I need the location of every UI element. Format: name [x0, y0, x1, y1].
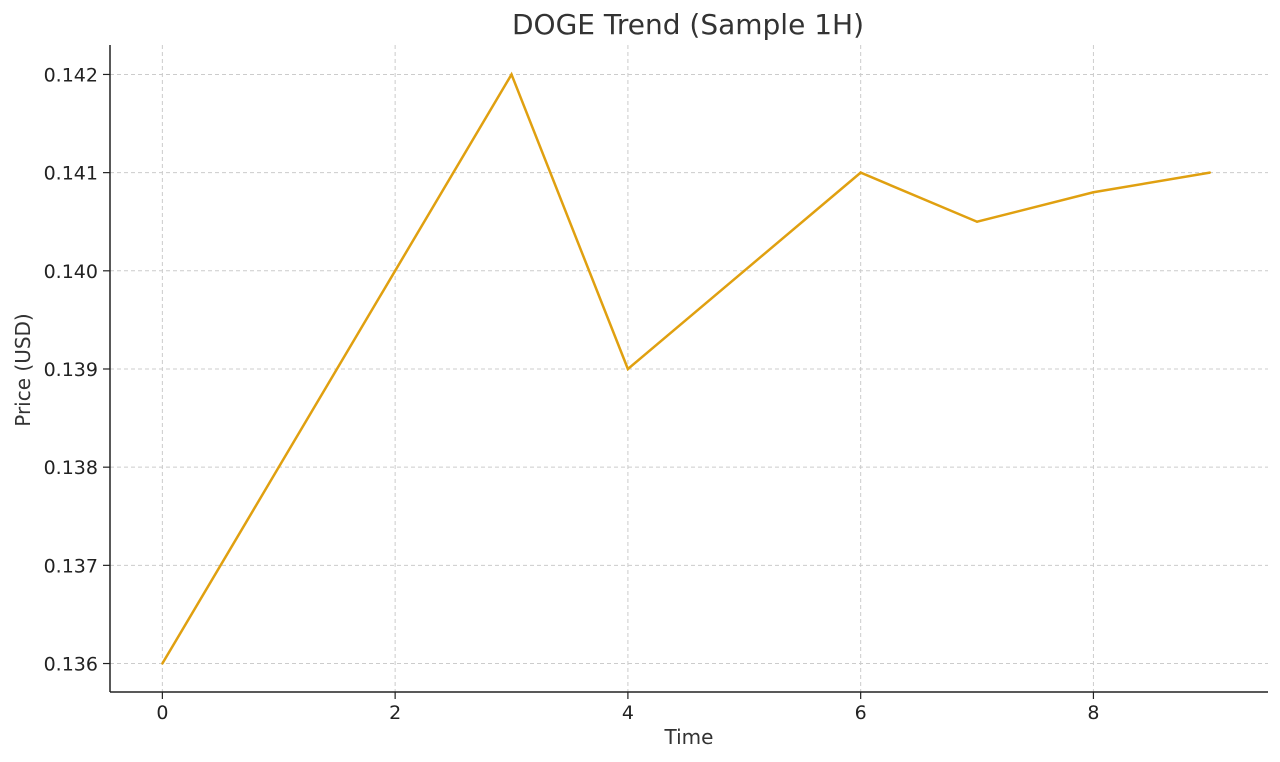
- grid-lines: [110, 45, 1268, 692]
- x-axis-label: Time: [664, 725, 714, 749]
- x-tick-label: 2: [389, 702, 401, 724]
- data-point: [510, 73, 513, 76]
- y-axis-label: Price (USD): [11, 313, 35, 427]
- data-point: [975, 220, 979, 223]
- data-point: [859, 171, 862, 174]
- y-tick-label: 0.139: [44, 359, 98, 381]
- data-point: [161, 662, 164, 665]
- axes-spines: [109, 45, 1268, 693]
- y-tick-label: 0.137: [44, 555, 98, 577]
- axis-ticks: 0 2 4 6 8 0.136 0.137 0.138 0.139 0.140 0.141 0.142: [44, 64, 1100, 724]
- x-tick-label: 0: [156, 702, 168, 724]
- y-tick-label: 0.140: [44, 261, 98, 283]
- data-point: [626, 367, 630, 371]
- y-tick-label: 0.136: [44, 654, 98, 676]
- data-point: [1092, 191, 1095, 194]
- y-tick-label: 0.142: [44, 64, 98, 86]
- data-point: [393, 269, 397, 273]
- y-tick-label: 0.141: [44, 163, 98, 185]
- data-point: [743, 269, 746, 273]
- data-point: [1208, 171, 1212, 174]
- chart-title: DOGE Trend (Sample 1H): [512, 8, 864, 41]
- x-tick-label: 6: [855, 702, 867, 724]
- data-point: [277, 465, 280, 469]
- series-layer: [161, 71, 1212, 665]
- y-tick-label: 0.138: [44, 457, 98, 479]
- x-tick-label: 8: [1087, 702, 1099, 724]
- series-line-0: [161, 71, 1211, 665]
- x-tick-label: 4: [622, 702, 634, 724]
